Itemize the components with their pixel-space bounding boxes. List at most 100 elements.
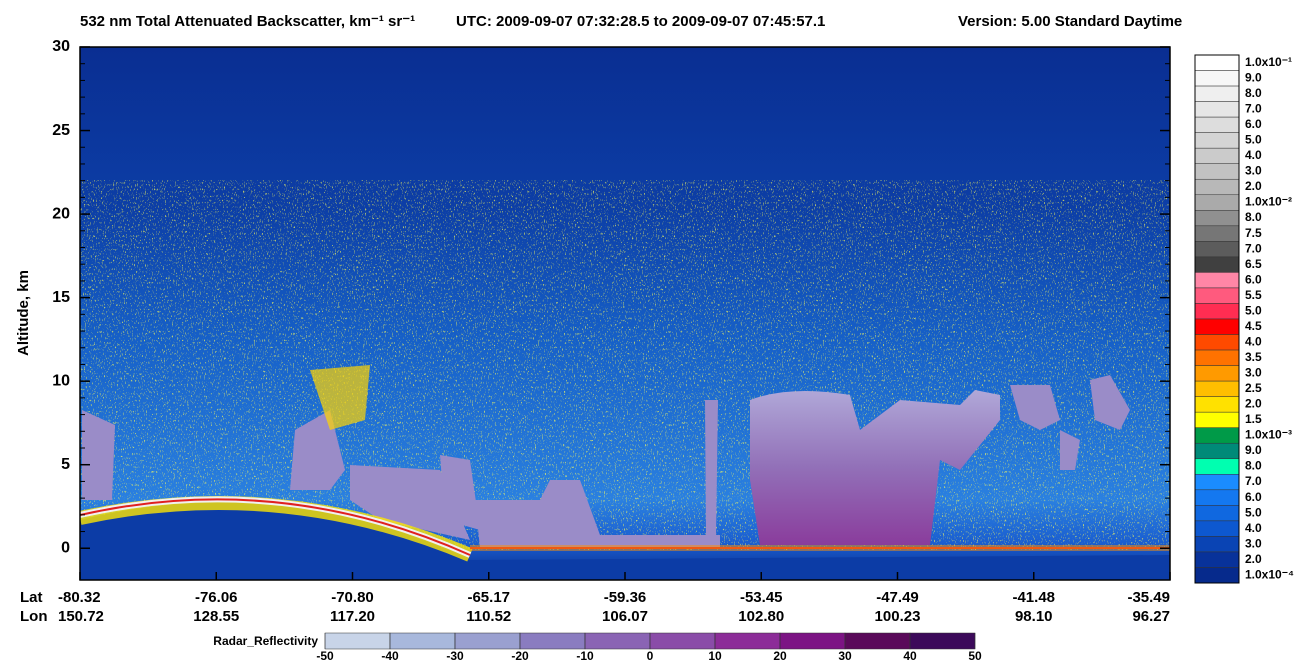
radar-swatch xyxy=(909,632,976,650)
colorbar-swatch xyxy=(1194,442,1240,460)
noise xyxy=(80,180,1170,550)
colorbar-swatch xyxy=(1194,256,1240,273)
colorbar-swatch xyxy=(1194,380,1240,397)
colorbar-label: 4.0 xyxy=(1245,334,1262,348)
colorbar-swatch xyxy=(1194,272,1240,289)
colorbar-label: 1.0x10⁻² xyxy=(1245,195,1292,209)
colorbar-swatch xyxy=(1194,210,1240,227)
colorbar-swatch xyxy=(1194,194,1240,211)
colorbar-swatch xyxy=(1194,536,1240,553)
lon-label: 117.20 xyxy=(330,608,375,625)
colorbar-label: 2.5 xyxy=(1245,381,1262,395)
colorbar-label: 1.0x10⁻¹ xyxy=(1245,55,1292,69)
cloud xyxy=(475,480,720,548)
colorbar-frame xyxy=(1194,54,1240,584)
radar-swatch xyxy=(649,632,716,650)
radar-tick-label: -50 xyxy=(316,649,334,663)
radar-swatch xyxy=(519,632,586,650)
colorbar-swatch xyxy=(1194,85,1240,102)
colorbar-swatch xyxy=(1194,70,1240,87)
lat-label: -53.45 xyxy=(740,589,783,606)
colorbar-label: 5.0 xyxy=(1245,505,1262,519)
colorbar-label: 7.5 xyxy=(1245,226,1262,240)
colorbar-swatch xyxy=(1194,365,1240,382)
y-tick-label: 25 xyxy=(52,122,70,139)
colorbar-label: 3.0 xyxy=(1245,366,1262,380)
cloud xyxy=(705,400,718,540)
cloud-top xyxy=(310,365,370,430)
colorbar-swatch xyxy=(1194,520,1240,537)
y-tick-label: 30 xyxy=(52,38,70,55)
colorbar-label: 5.0 xyxy=(1245,133,1262,147)
colorbar-swatch xyxy=(1194,427,1240,444)
chart-title: 532 nm Total Attenuated Backscatter, km⁻… xyxy=(80,13,415,30)
colorbar-swatch xyxy=(1194,178,1240,196)
y-tick-label: 15 xyxy=(52,289,70,306)
lat-label: -59.36 xyxy=(604,589,647,606)
y-tick-label: 5 xyxy=(61,456,70,473)
radar-tick-label: 40 xyxy=(903,649,917,663)
lat-label: -80.32 xyxy=(58,589,101,606)
colorbar-label: 1.0x10⁻⁴ xyxy=(1245,567,1294,581)
colorbar-swatch xyxy=(1194,318,1240,335)
y-tick-label: 0 xyxy=(61,539,70,556)
colorbar-swatch xyxy=(1194,287,1240,304)
colorbar-label: 5.0 xyxy=(1245,303,1262,317)
colorbar-swatch xyxy=(1194,163,1240,180)
radar-tick-label: 10 xyxy=(708,649,722,663)
lat-row-label: Lat xyxy=(20,589,43,606)
colorbar-label: 2.0 xyxy=(1245,179,1262,193)
colorbar-label: 1.0x10⁻³ xyxy=(1245,428,1292,442)
y-tick-label: 20 xyxy=(52,205,70,222)
colorbar-swatch xyxy=(1194,411,1240,428)
colorbar-swatch xyxy=(1194,396,1240,413)
colorbar-label: 7.0 xyxy=(1245,474,1262,488)
radar-tick-label: 30 xyxy=(838,649,852,663)
colorbar-swatch xyxy=(1194,241,1240,258)
cloud xyxy=(1090,375,1130,430)
colorbar-swatch xyxy=(1194,132,1240,149)
colorbar-label: 3.0 xyxy=(1245,536,1262,550)
radar-swatch xyxy=(779,632,846,650)
lon-label: 106.07 xyxy=(602,608,648,625)
radar-tick-label: 50 xyxy=(968,649,982,663)
colorbar-label: 4.0 xyxy=(1245,521,1262,535)
colorbar-label: 2.0 xyxy=(1245,397,1262,411)
colorbar-swatch xyxy=(1194,54,1240,71)
lon-label: 150.72 xyxy=(58,608,104,625)
lat-label: -35.49 xyxy=(1127,589,1170,606)
colorbar-swatch xyxy=(1194,334,1240,351)
radar-swatch xyxy=(844,632,911,650)
colorbar-swatch xyxy=(1194,225,1240,242)
colorbar-label: 3.0 xyxy=(1245,164,1262,178)
lat-label: -70.80 xyxy=(331,589,374,606)
colorbar-swatch xyxy=(1194,101,1240,118)
radar-tick-label: 20 xyxy=(773,649,787,663)
colorbar-label: 4.0 xyxy=(1245,148,1262,162)
colorbar-label: 7.0 xyxy=(1245,102,1262,116)
y-axis-label: Altitude, km xyxy=(15,270,32,356)
colorbar-swatch xyxy=(1194,147,1240,164)
lat-label: -47.49 xyxy=(876,589,919,606)
curtain xyxy=(80,47,1170,580)
colorbar-swatch xyxy=(1194,458,1240,475)
y-tick-label: 10 xyxy=(52,372,70,389)
radar-label: Radar_Reflectivity xyxy=(213,634,318,648)
lon-label: 98.10 xyxy=(1015,608,1053,625)
colorbar-label: 5.5 xyxy=(1245,288,1262,302)
colorbar-label: 6.0 xyxy=(1245,272,1262,286)
colorbar-label: 9.0 xyxy=(1245,443,1262,457)
lat-label: -41.48 xyxy=(1012,589,1055,606)
colorbar-label: 4.5 xyxy=(1245,319,1262,333)
cloud xyxy=(1010,385,1060,430)
lon-label: 110.52 xyxy=(466,608,511,625)
lon-row-label: Lon xyxy=(20,608,48,625)
radar-swatch xyxy=(389,632,456,650)
colorbar-swatch xyxy=(1194,303,1240,320)
colorbar-swatch xyxy=(1194,474,1240,491)
colorbar-swatch xyxy=(1194,505,1240,522)
radar-tick-label: -20 xyxy=(511,649,529,663)
cloud xyxy=(750,390,1000,545)
cloud xyxy=(290,410,345,490)
radar-tick-label: -40 xyxy=(381,649,399,663)
